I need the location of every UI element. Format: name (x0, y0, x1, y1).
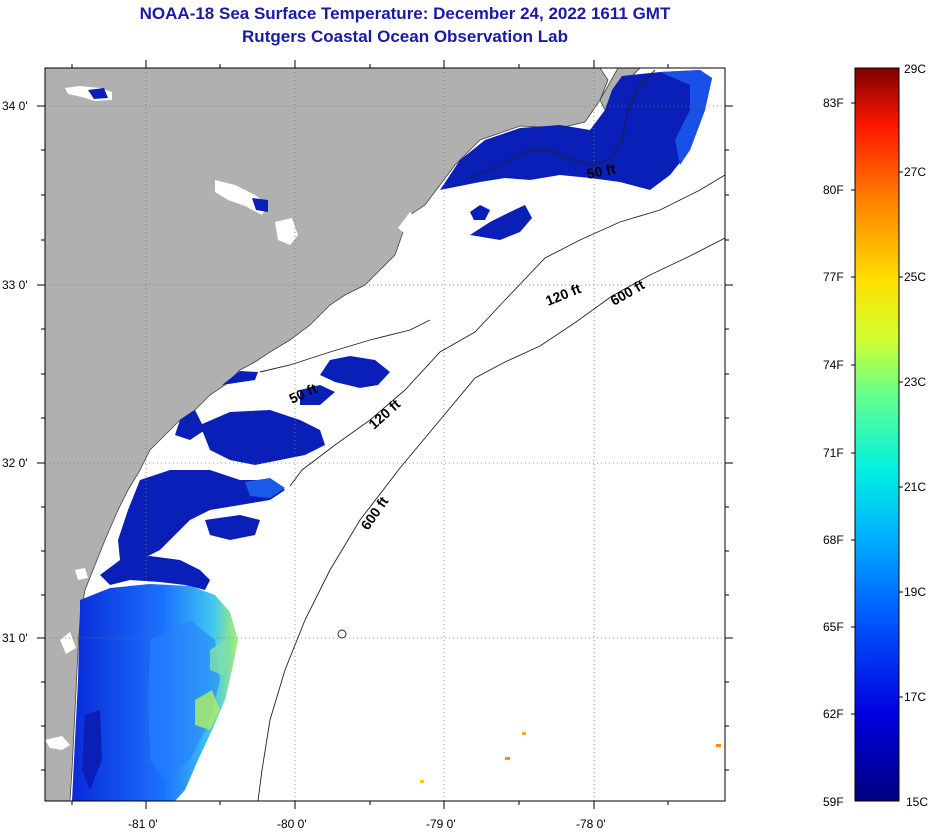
cb-f-77: 77F (823, 270, 844, 284)
cb-c-19: 19C (904, 585, 926, 599)
cb-c-17: 17C (904, 690, 926, 704)
map-frame (44, 67, 726, 802)
contour-50ft-south (259, 319, 431, 373)
cb-c-15: 15C (906, 795, 928, 809)
map-subtitle: Rutgers Coastal Ocean Observation Lab (242, 27, 568, 46)
cb-c-23: 23C (904, 375, 926, 389)
cb-c-29: 29C (904, 62, 926, 76)
map-grid (45, 68, 725, 801)
lon-label-80: -80 0' (277, 817, 307, 831)
cb-f-71: 71F (823, 446, 844, 460)
lat-label-34: 34 0' (2, 99, 28, 113)
map-area (45, 68, 725, 801)
colorbar-gradient (854, 67, 900, 802)
cb-f-68: 68F (823, 533, 844, 547)
lat-label-31: 31 0' (2, 631, 28, 645)
lat-label-33: 33 0' (2, 278, 28, 292)
cb-f-59: 59F (823, 795, 844, 809)
cb-f-80: 80F (823, 183, 844, 197)
axis-ticks (37, 60, 733, 809)
cb-f-83: 83F (823, 96, 844, 110)
lat-label-32: 32 0' (2, 456, 28, 470)
contour-600ft (257, 237, 725, 801)
cb-f-62: 62F (823, 707, 844, 721)
cb-f-65: 65F (823, 620, 844, 634)
contour-label-50ft-north: 50 ft (585, 160, 617, 182)
cb-f-74: 74F (823, 358, 844, 372)
contour-120ft (289, 174, 725, 487)
cb-c-21: 21C (904, 480, 926, 494)
colorbar: 29C 27C 25C 23C 21C 19C 17C 15C 83F 80F … (823, 62, 928, 809)
contour-50ft (469, 69, 656, 179)
lon-label-78: -78 0' (576, 817, 606, 831)
cb-c-27: 27C (904, 165, 926, 179)
cb-c-25: 25C (904, 270, 926, 284)
lon-label-81: -81 0' (128, 817, 158, 831)
map-title: NOAA-18 Sea Surface Temperature: Decembe… (139, 4, 671, 23)
bathymetry-contours (257, 69, 725, 801)
lon-label-79: -79 0' (426, 817, 456, 831)
